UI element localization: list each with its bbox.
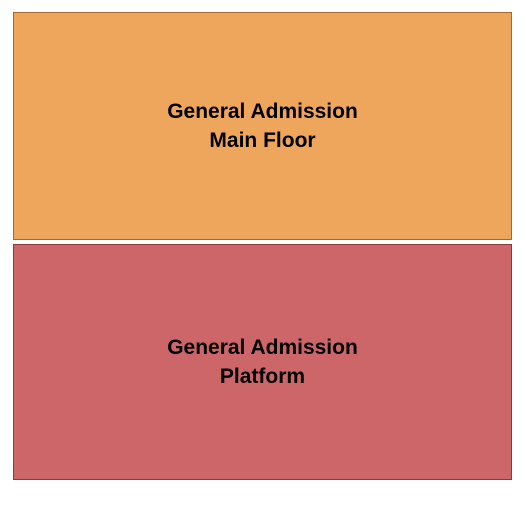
section-label: General Admission Platform [167,333,358,392]
label-line-1: General Admission [167,100,358,123]
label-line-2: Main Floor [209,129,315,152]
seating-chart: General Admission Main Floor General Adm… [0,0,525,525]
section-platform[interactable]: General Admission Platform [13,244,512,480]
label-line-2: Platform [220,365,305,388]
label-line-1: General Admission [167,336,358,359]
section-main-floor[interactable]: General Admission Main Floor [13,12,512,240]
section-label: General Admission Main Floor [167,97,358,156]
